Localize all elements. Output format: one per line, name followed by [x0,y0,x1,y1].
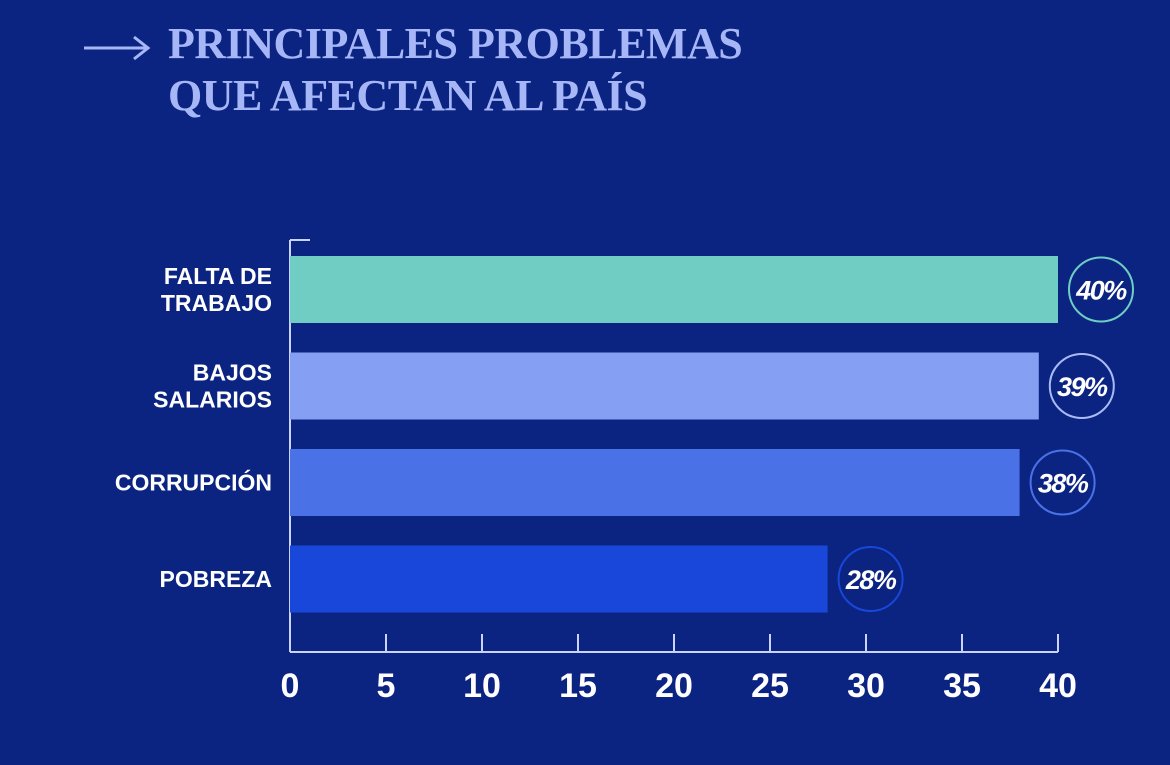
x-tick-label: 40 [1039,667,1077,705]
x-tick-label: 35 [943,667,981,705]
chart-title: PRINCIPALES PROBLEMAS QUE AFECTAN AL PAÍ… [168,18,743,122]
bar [290,352,1039,420]
value-label: 39% [1057,372,1108,402]
category-label: CORRUPCIÓN [115,469,272,496]
value-label: 40% [1075,276,1127,306]
category-label: BAJOS [193,360,272,386]
category-label: FALTA DE [164,263,272,289]
bar [290,449,1020,516]
value-badge [837,546,904,612]
value-label: 28% [845,565,897,595]
right-arrow-icon [84,35,151,61]
x-tick-label: 20 [655,667,693,705]
category-label: POBREZA [160,566,272,592]
value-badge [1029,449,1096,516]
x-tick-label: 25 [751,667,789,705]
x-tick-label: 5 [377,667,396,705]
value-label: 38% [1038,469,1089,499]
category-label: SALARIOS [153,387,272,413]
bar [290,256,1058,323]
category-label: TRABAJO [161,290,272,316]
value-badge [1068,256,1134,323]
value-badge [1048,353,1115,419]
x-tick-label: 15 [559,667,597,705]
chart-title-line-1: PRINCIPALES PROBLEMAS [168,19,743,68]
chart-title-line-2: QUE AFECTAN AL PAÍS [168,71,648,120]
x-tick-label: 10 [463,667,501,705]
x-tick-label: 0 [281,667,300,705]
x-tick-label: 30 [847,667,885,705]
bar [290,545,828,613]
